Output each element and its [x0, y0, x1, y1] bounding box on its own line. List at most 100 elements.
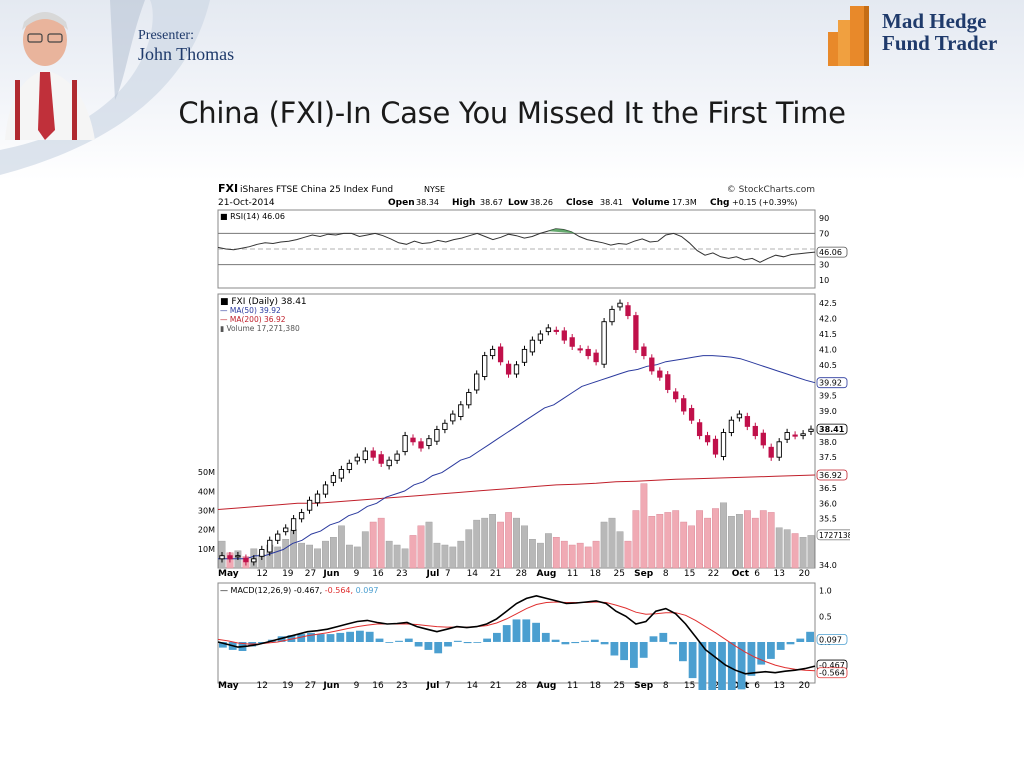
price-tick-label: 41.0: [819, 345, 837, 354]
macd-last-box: [816, 667, 848, 679]
volume-bar: [314, 548, 321, 569]
macd-legend-main: — MACD(12,26,9) -0.467,: [220, 586, 325, 595]
macd-histogram-bar: [444, 642, 452, 647]
candle-body: [418, 441, 424, 449]
volume-tick-label: 50M: [198, 468, 215, 477]
macd-histogram-bar: [541, 632, 550, 642]
x-axis-label: 22: [708, 569, 719, 579]
ma50-line: [218, 355, 816, 560]
rsi-legend: ■ RSI(14) 46.06: [220, 212, 285, 221]
candle-body: [259, 549, 265, 557]
macd-histogram-bar: [659, 632, 668, 642]
price-legend-item: ▮ Volume 17,271,380: [220, 324, 300, 333]
macd-histogram-bar: [708, 642, 717, 690]
volume-tick-label: 30M: [198, 506, 215, 515]
macd-last-label: -0.564: [819, 669, 845, 678]
candle-body: [673, 391, 679, 400]
macd-histogram-bar: [688, 642, 697, 679]
x-axis-label: 14: [467, 569, 479, 579]
macd-signal-line: [217, 601, 816, 672]
x-axis-label: 8: [663, 681, 669, 690]
candle-body: [577, 348, 583, 351]
price-last-box: [816, 423, 848, 435]
x-axis-label: 16: [372, 569, 384, 579]
volume-bar: [513, 517, 520, 569]
candle-body: [649, 357, 655, 372]
price-legend-item: ■ FXI (Daily) 38.41: [220, 297, 307, 307]
x-axis-label: 6: [754, 681, 760, 690]
volume-bar: [688, 525, 695, 569]
macd-histogram-bar: [669, 642, 677, 645]
candle-body: [378, 454, 384, 464]
candle-body: [513, 364, 520, 375]
candle-body: [394, 453, 400, 461]
macd-histogram-bar: [473, 642, 482, 643]
volume-bar: [720, 502, 727, 569]
volume-bar: [783, 529, 791, 569]
macd-histogram-bar: [297, 634, 306, 642]
macd-histogram-bar: [395, 640, 403, 642]
header-field-value: +0.15 (+0.39%): [732, 198, 797, 207]
price-last-label: 39.92: [819, 379, 842, 388]
volume-bar: [473, 519, 481, 569]
macd-histogram-bar: [639, 642, 648, 658]
x-axis-label: 27: [305, 681, 316, 690]
volume-bar: [696, 510, 703, 569]
volume-bar: [791, 533, 799, 569]
candle-body: [314, 493, 321, 504]
volume-bar: [457, 540, 465, 569]
candle-body: [306, 499, 313, 511]
macd-histogram-bar: [767, 642, 775, 659]
volume-bar: [616, 531, 624, 569]
candle-body: [434, 429, 440, 442]
price-legend-item: — MA(50) 39.92: [220, 306, 281, 315]
volume-bar: [298, 542, 306, 569]
header-field-value: 38.26: [530, 198, 553, 207]
x-axis-label: 13: [773, 681, 784, 690]
header-field-label: Chg: [710, 198, 729, 208]
x-axis-label: Aug: [536, 681, 556, 690]
volume-bar: [425, 521, 433, 569]
rsi-tick-label: 70: [819, 229, 829, 238]
price-tick-label: 42.5: [819, 299, 837, 308]
candle-body: [593, 352, 599, 363]
macd-histogram-bar: [258, 642, 266, 644]
volume-bar: [584, 546, 592, 569]
volume-bar: [409, 535, 417, 569]
macd-histogram-bar: [532, 622, 540, 642]
candle-body: [537, 333, 544, 341]
rsi-last-box: [816, 246, 848, 258]
rsi-tick-label: 90: [819, 214, 829, 223]
macd-histogram-bar: [571, 642, 580, 644]
candle-body: [521, 348, 528, 363]
candle-body: [688, 408, 695, 421]
candle-body: [792, 434, 798, 437]
volume-bar: [608, 517, 616, 569]
volume-bar: [441, 544, 449, 569]
macd-histogram-bar: [796, 638, 805, 642]
header-exchange: NYSE: [424, 185, 445, 194]
x-axis-label: 25: [613, 681, 624, 690]
volume-bar: [560, 540, 568, 569]
volume-bar: [337, 525, 345, 569]
volume-bar: [640, 483, 648, 569]
volume-bar: [767, 512, 775, 569]
volume-last-box: [816, 529, 850, 541]
candle-body: [657, 370, 663, 378]
macd-histogram-bar: [502, 625, 511, 642]
macd-histogram-bar: [414, 642, 423, 647]
x-axis-label: 15: [684, 681, 695, 690]
rsi-overbought-fill: [547, 228, 576, 234]
x-axis-label: 20: [799, 681, 811, 690]
volume-bar: [322, 540, 329, 569]
candle-body: [505, 363, 512, 375]
candle-body: [617, 302, 623, 308]
x-axis-label: Sep: [634, 681, 654, 690]
header-source: © StockCharts.com: [727, 185, 815, 195]
candle-body: [553, 329, 559, 332]
candle-body: [776, 441, 782, 458]
price-last-box: [816, 377, 848, 389]
volume-bar: [377, 517, 385, 569]
volume-bar: [353, 546, 361, 569]
volume-bar: [290, 529, 298, 569]
